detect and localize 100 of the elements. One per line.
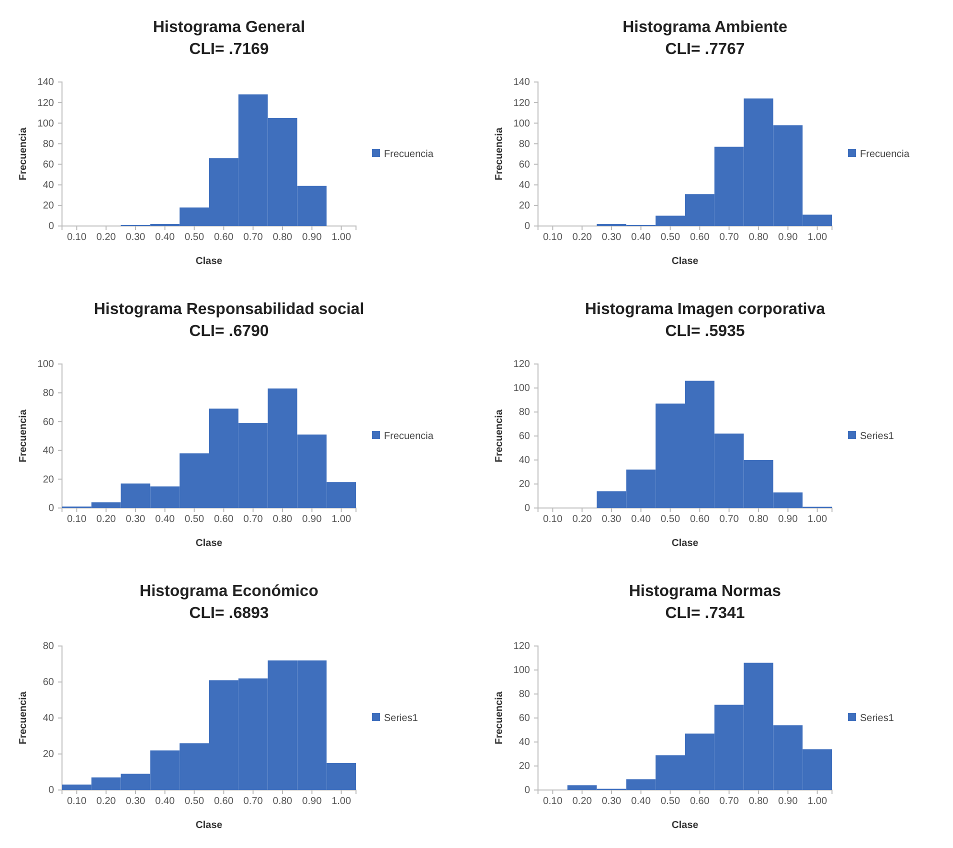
y-tick-label: 100 <box>513 118 530 130</box>
y-tick-label: 140 <box>37 77 54 88</box>
chart-subtitle: CLI= .6790 <box>189 323 269 340</box>
y-axis-title: Frecuencia <box>494 127 505 180</box>
x-tick-label: 0.80 <box>272 232 293 244</box>
x-tick-label: 0.90 <box>778 514 798 526</box>
x-tick-label: 1.00 <box>808 796 828 808</box>
chart-subtitle: CLI= .5935 <box>665 323 745 340</box>
x-tick-label: 0.90 <box>302 232 322 244</box>
y-tick-label: 100 <box>513 383 530 394</box>
x-tick-label: 0.30 <box>126 514 146 526</box>
x-axis-title: Clase <box>672 820 699 831</box>
y-tick-label: 140 <box>513 77 530 88</box>
y-tick-label: 60 <box>518 431 530 442</box>
y-tick-label: 80 <box>518 407 530 418</box>
x-tick-label: 0.60 <box>214 514 234 526</box>
y-tick-label: 60 <box>518 159 530 170</box>
x-tick-label: 0.70 <box>243 514 264 526</box>
y-tick-label: 20 <box>42 749 54 760</box>
x-tick-label: 0.50 <box>660 232 680 244</box>
y-tick-label: 40 <box>518 737 530 748</box>
chart-subtitle: CLI= .7169 <box>189 41 269 58</box>
x-axis-title: Clase <box>672 256 699 267</box>
y-tick-label: 0 <box>48 221 54 232</box>
x-tick-label: 0.90 <box>302 514 322 526</box>
x-tick-label: 0.60 <box>690 232 710 244</box>
x-tick-label: 0.90 <box>778 796 798 808</box>
x-tick-label: 0.60 <box>214 796 234 808</box>
x-tick-label: 1.00 <box>332 232 352 244</box>
y-tick-label: 0 <box>524 785 530 796</box>
x-tick-label: 0.50 <box>184 514 204 526</box>
x-tick-label: 0.30 <box>602 796 622 808</box>
y-tick-label: 120 <box>513 98 530 109</box>
x-tick-label: 0.30 <box>126 232 146 244</box>
x-axis-title: Clase <box>672 538 699 549</box>
legend-label: Frecuencia <box>860 149 910 160</box>
x-tick-label: 0.40 <box>631 514 652 526</box>
x-tick-label: 0.60 <box>690 796 710 808</box>
x-tick-label: 0.50 <box>184 796 204 808</box>
y-axis-title: Frecuencia <box>494 691 505 744</box>
y-tick-label: 120 <box>513 359 530 370</box>
x-tick-label: 0.10 <box>542 514 563 526</box>
chart-subtitle: CLI= .6893 <box>189 605 269 622</box>
y-tick-label: 60 <box>42 677 54 688</box>
y-tick-label: 40 <box>42 713 54 724</box>
y-tick-label: 20 <box>518 761 530 772</box>
y-tick-label: 20 <box>518 479 530 490</box>
x-tick-label: 0.40 <box>155 514 176 526</box>
y-tick-label: 80 <box>42 138 54 150</box>
x-tick-label: 0.90 <box>778 232 798 244</box>
x-tick-label: 0.10 <box>66 796 87 808</box>
x-tick-label: 0.40 <box>155 796 176 808</box>
y-tick-label: 60 <box>42 159 54 170</box>
y-tick-label: 20 <box>42 474 54 486</box>
x-tick-label: 0.40 <box>631 796 652 808</box>
x-tick-label: 0.70 <box>243 796 264 808</box>
y-tick-label: 120 <box>37 98 54 109</box>
x-tick-label: 1.00 <box>332 796 352 808</box>
x-tick-label: 0.40 <box>631 232 652 244</box>
x-tick-label: 0.80 <box>272 796 293 808</box>
x-tick-label: 0.20 <box>572 514 592 526</box>
chart-title: Histograma Normas <box>628 583 782 600</box>
x-tick-label: 0.30 <box>602 232 622 244</box>
x-axis-title: Clase <box>196 820 223 831</box>
chart-subtitle: CLI= .7341 <box>665 605 745 622</box>
x-tick-label: 0.10 <box>66 232 87 244</box>
x-tick-label: 0.80 <box>272 514 293 526</box>
x-tick-label: 0.20 <box>572 232 592 244</box>
x-axis-title: Clase <box>196 256 223 267</box>
x-tick-label: 0.50 <box>660 514 680 526</box>
x-tick-label: 1.00 <box>808 232 828 244</box>
chart-title: Histograma Económico <box>140 583 319 600</box>
x-tick-label: 0.10 <box>542 232 563 244</box>
x-tick-label: 0.20 <box>572 796 592 808</box>
y-tick-label: 60 <box>42 416 54 428</box>
x-tick-label: 0.50 <box>184 232 204 244</box>
y-tick-label: 100 <box>37 359 54 370</box>
chart-subtitle: CLI= .7767 <box>665 41 745 58</box>
x-tick-label: 0.20 <box>96 232 116 244</box>
x-tick-label: 0.70 <box>719 232 740 244</box>
x-tick-label: 1.00 <box>808 514 828 526</box>
y-tick-label: 80 <box>518 138 530 150</box>
y-tick-label: 120 <box>513 641 530 652</box>
x-tick-label: 0.60 <box>690 514 710 526</box>
x-tick-label: 0.10 <box>66 514 87 526</box>
y-axis-title: Frecuencia <box>18 409 29 462</box>
x-tick-label: 0.80 <box>748 232 769 244</box>
y-tick-label: 0 <box>524 503 530 514</box>
legend-label: Series1 <box>860 713 894 724</box>
x-tick-label: 0.30 <box>126 796 146 808</box>
x-tick-label: 0.20 <box>96 796 116 808</box>
y-tick-label: 60 <box>518 713 530 724</box>
y-tick-label: 40 <box>42 446 54 457</box>
y-tick-label: 80 <box>42 388 54 399</box>
x-tick-label: 0.50 <box>660 796 680 808</box>
y-tick-label: 100 <box>513 665 530 676</box>
y-tick-label: 20 <box>42 200 54 212</box>
y-tick-label: 20 <box>518 200 530 212</box>
x-tick-label: 0.40 <box>155 232 176 244</box>
y-tick-label: 80 <box>518 689 530 700</box>
